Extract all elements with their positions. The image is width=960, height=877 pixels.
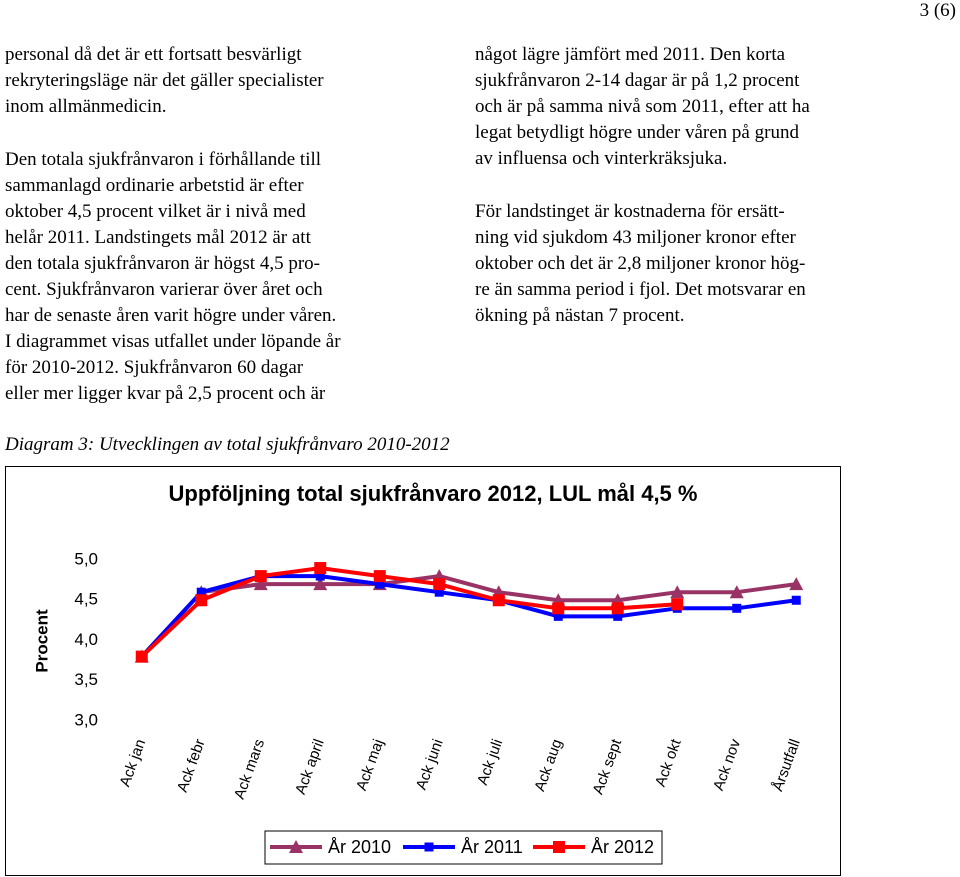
data-point xyxy=(314,562,327,575)
legend-marker xyxy=(553,841,565,853)
text-line: inom allmänmedicin. xyxy=(5,96,167,117)
data-point xyxy=(315,571,325,581)
legend-label: År 2011 xyxy=(461,837,523,857)
text-line: eller mer ligger kvar på 2,5 procent och… xyxy=(5,383,326,404)
paragraph: personal då det är ett fortsatt besvärli… xyxy=(5,42,341,120)
legend-marker xyxy=(424,842,434,852)
data-point xyxy=(789,577,804,591)
text-line: sammanlagd ordinarie arbetstid är efter xyxy=(5,175,304,196)
series-line xyxy=(140,566,678,659)
text-line: I diagrammet visas utfallet under löpand… xyxy=(5,331,341,352)
data-point xyxy=(670,585,685,599)
y-tick-label: 3,5 xyxy=(74,670,98,689)
text-line: Den totala sjukfrånvaron i förhållande t… xyxy=(5,149,322,170)
data-point xyxy=(135,650,148,663)
text-line: något lägre jämfört med 2011. Den korta xyxy=(475,44,786,65)
legend-marker xyxy=(289,840,303,853)
data-point xyxy=(732,603,742,613)
y-axis-label: Procent xyxy=(32,609,51,673)
left-column: personal då det är ett fortsatt besvärli… xyxy=(5,42,341,434)
text-line: legat betydligt högre under våren på gru… xyxy=(475,122,799,143)
data-point xyxy=(492,594,505,607)
y-tick-label: 4,5 xyxy=(74,590,98,609)
text-line: sjukfrånvaron 2-14 dagar är på 1,2 proce… xyxy=(475,70,800,91)
text-line: cent. Sjukfrånvaron varierar över året o… xyxy=(5,279,323,300)
data-point xyxy=(729,585,744,599)
text-line: för 2010-2012. Sjukfrånvaron 60 dagar xyxy=(5,357,304,378)
paragraph: något lägre jämfört med 2011. Den korta s… xyxy=(475,42,810,172)
text-line: personal då det är ett fortsatt besvärli… xyxy=(5,44,302,65)
paragraph: Den totala sjukfrånvaron i förhållande t… xyxy=(5,147,341,407)
text-line: har de senaste åren varit högre under vå… xyxy=(5,305,337,326)
data-point xyxy=(313,577,328,591)
data-point xyxy=(253,577,268,591)
text-line: ning vid sjukdom 43 miljoner kronor efte… xyxy=(475,227,796,248)
chart: Uppföljning total sjukfrånvaro 2012, LUL… xyxy=(5,466,841,876)
text-line: ökning på nästan 7 procent. xyxy=(475,305,685,326)
chart-title: Uppföljning total sjukfrånvaro 2012, LUL… xyxy=(169,481,698,506)
data-point xyxy=(613,611,623,621)
page-number: 3 (6) xyxy=(919,0,956,21)
figure-caption: Diagram 3: Utvecklingen av total sjukfrå… xyxy=(5,434,450,455)
y-tick-label: 3,0 xyxy=(74,710,98,729)
text-line: re än samma period i fjol. Det motsvarar… xyxy=(475,279,806,300)
text-line: rekryteringsläge när det gäller speciali… xyxy=(5,70,324,91)
legend-box xyxy=(264,830,663,865)
data-point xyxy=(611,602,624,615)
data-point xyxy=(553,611,563,621)
text-line: oktober 4,5 procent vilket är i nivå med xyxy=(5,201,306,222)
y-tick-label: 5,0 xyxy=(74,549,98,568)
data-point xyxy=(433,578,446,591)
text-line: helår 2011. Landstingets mål 2012 är att xyxy=(5,227,311,248)
data-point xyxy=(373,570,386,583)
chart-frame xyxy=(5,466,841,876)
data-point xyxy=(552,602,565,615)
series-line xyxy=(140,574,797,658)
text-line: den totala sjukfrånvaron är högst 4,5 pr… xyxy=(5,253,320,274)
text-line: För landstinget är kostnaderna för ersät… xyxy=(475,201,785,222)
text-line: oktober och det är 2,8 miljoner kronor h… xyxy=(475,253,806,274)
data-point xyxy=(671,598,684,611)
data-point xyxy=(791,595,801,605)
text-line: och är på samma nivå som 2011, efter att… xyxy=(475,96,810,117)
text-line: av influensa och vinterkräksjuka. xyxy=(475,148,728,169)
data-point xyxy=(195,594,208,607)
legend-label: År 2010 xyxy=(328,837,391,857)
paragraph: För landstinget är kostnaderna för ersät… xyxy=(475,199,810,329)
data-point xyxy=(196,587,206,597)
data-point xyxy=(254,570,267,583)
y-tick-label: 4,0 xyxy=(74,630,98,649)
right-column: något lägre jämfört med 2011. Den korta s… xyxy=(475,42,810,356)
data-point xyxy=(434,587,444,597)
legend-label: År 2012 xyxy=(591,837,654,857)
data-point xyxy=(375,579,385,589)
